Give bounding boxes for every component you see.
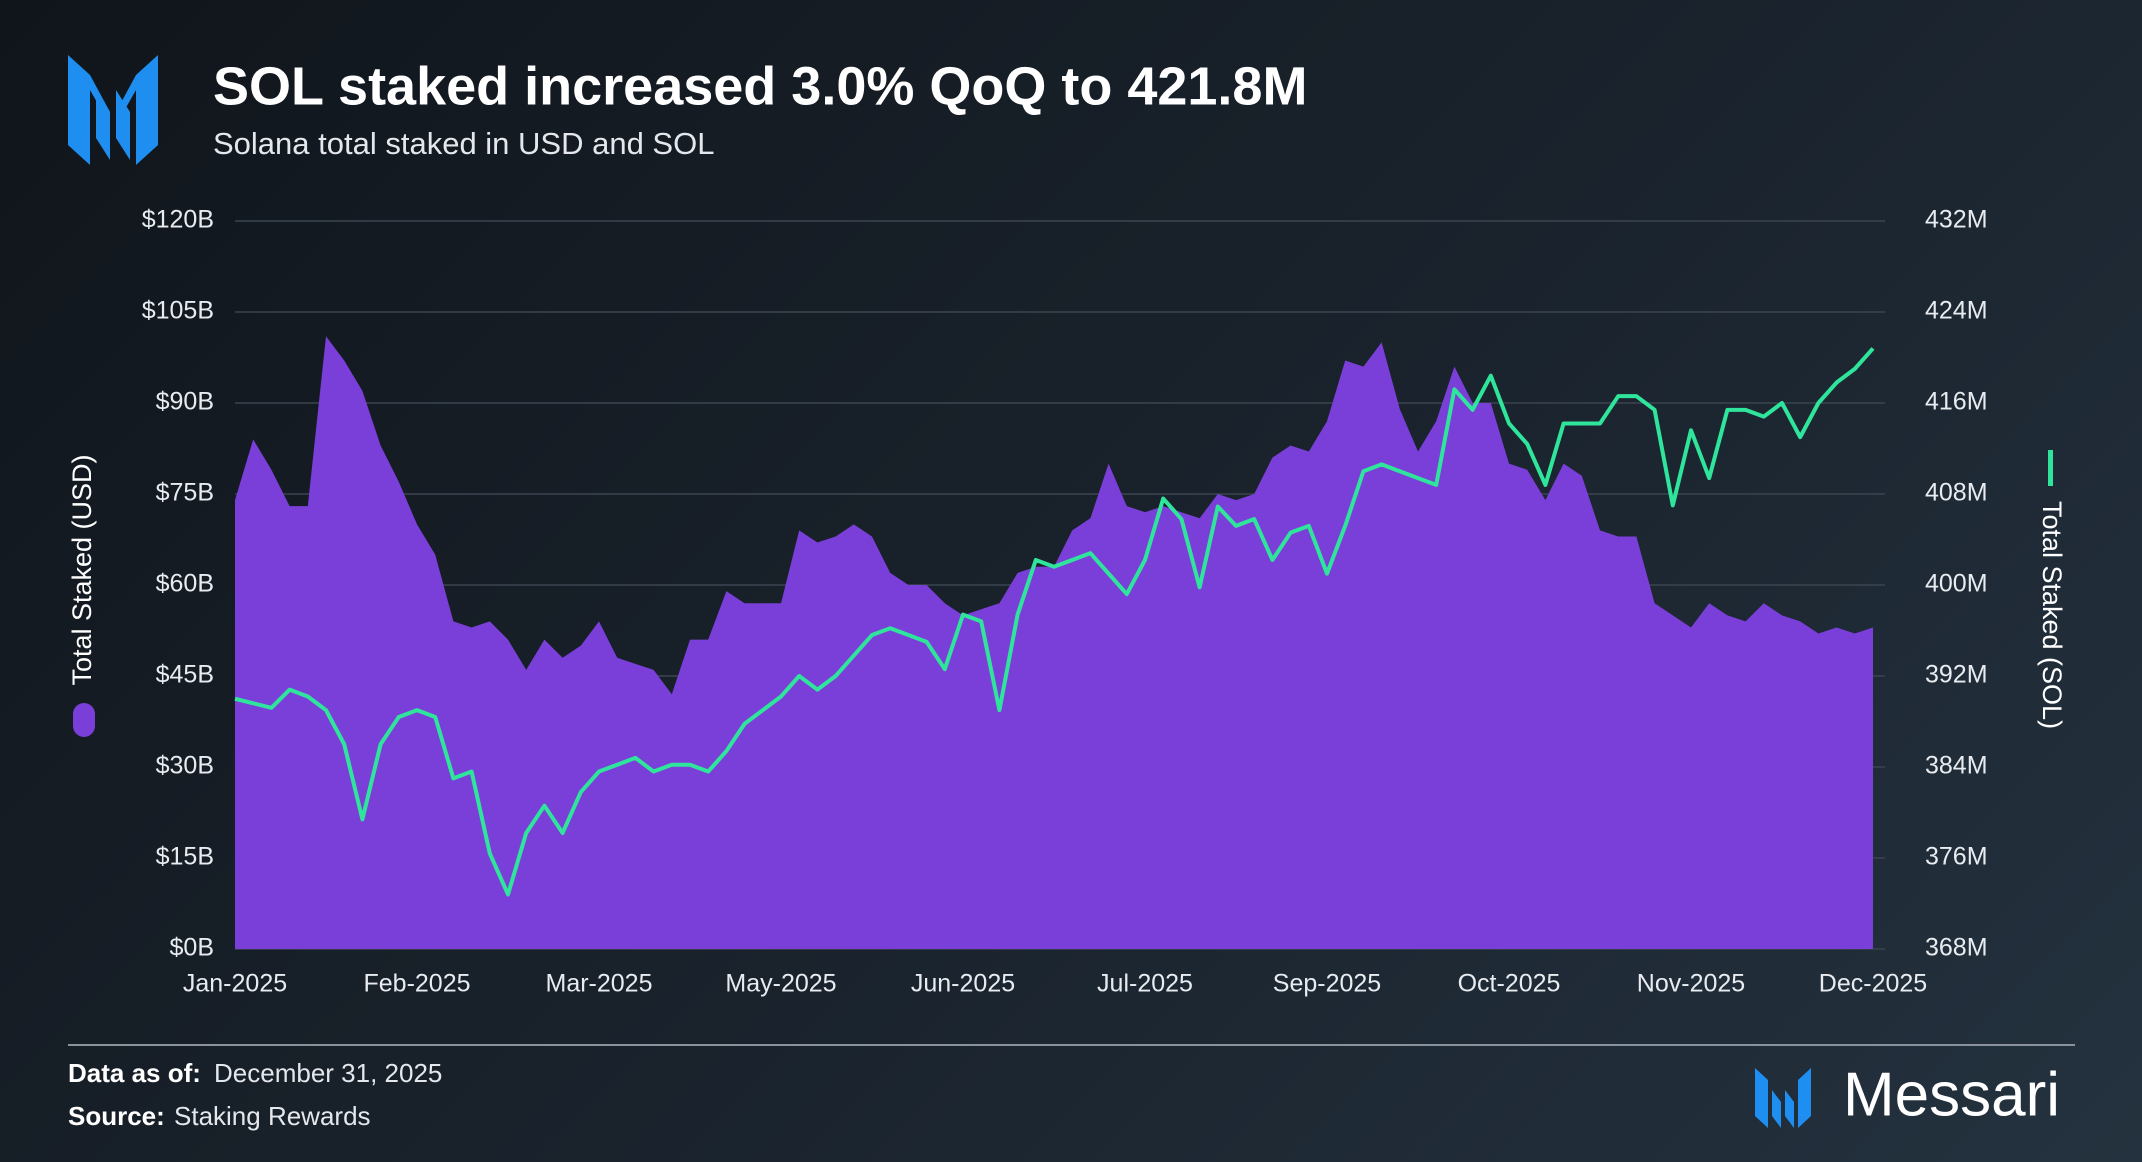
- y-tick-label: $45B: [156, 661, 214, 689]
- area: [235, 336, 1873, 949]
- legend-swatch: [2048, 450, 2053, 486]
- chart-subtitle: Solana total staked in USD and SOL: [213, 126, 714, 161]
- footer-date-label: Data as of:: [68, 1058, 201, 1088]
- chart-title: SOL staked increased 3.0% QoQ to 421.8M: [213, 56, 1307, 116]
- x-tick-label: May-2025: [725, 970, 836, 998]
- y2-tick-label: 368M: [1925, 934, 1988, 962]
- y-axis-title: Total Staked (USD): [67, 454, 97, 685]
- y-tick-label: $90B: [156, 388, 214, 416]
- y2-tick-label: 400M: [1925, 570, 1988, 598]
- y-tick-label: $30B: [156, 752, 214, 780]
- y2-tick-label: 424M: [1925, 297, 1988, 325]
- x-tick-label: Feb-2025: [363, 970, 470, 998]
- y-tick-label: $120B: [142, 206, 214, 234]
- x-tick-label: Jun-2025: [911, 970, 1015, 998]
- y-tick-label: $0B: [170, 934, 214, 962]
- logo-icon: [68, 55, 158, 165]
- x-tick-label: Jan-2025: [183, 970, 287, 998]
- legend-swatch: [73, 703, 95, 737]
- x-tick-label: Sep-2025: [1273, 970, 1381, 998]
- x-tick-label: Dec-2025: [1819, 970, 1927, 998]
- brand-icon: [1755, 1068, 1811, 1128]
- y2-tick-label: 376M: [1925, 843, 1988, 871]
- line: [234, 347, 1875, 897]
- plot-area: $0B $15B $30B $45B $60B $75B $90B $105B $120B 368…: [142, 206, 1988, 998]
- y-tick-label: $75B: [156, 479, 214, 507]
- x-tick-label: Mar-2025: [546, 970, 653, 998]
- brand-name: Messari: [1843, 1060, 2060, 1129]
- y-tick-label: $105B: [142, 297, 214, 325]
- x-tick-label: Oct-2025: [1458, 970, 1561, 998]
- y2-tick-label: 432M: [1925, 206, 1988, 234]
- y2-tick-label: 392M: [1925, 661, 1988, 689]
- y-tick-label: $60B: [156, 570, 214, 598]
- footer-date: December 31, 2025: [214, 1058, 442, 1088]
- footer-source-label: Source:: [68, 1101, 165, 1131]
- y2-tick-label: 408M: [1925, 479, 1988, 507]
- y-tick-label: $15B: [156, 843, 214, 871]
- y2-tick-label: 384M: [1925, 752, 1988, 780]
- x-tick-label: Jul-2025: [1097, 970, 1193, 998]
- y2-tick-label: 416M: [1925, 388, 1988, 416]
- footer-source: Staking Rewards: [174, 1101, 371, 1131]
- y2-axis-title: Total Staked (SOL): [2037, 501, 2067, 729]
- x-tick-label: Nov-2025: [1637, 970, 1745, 998]
